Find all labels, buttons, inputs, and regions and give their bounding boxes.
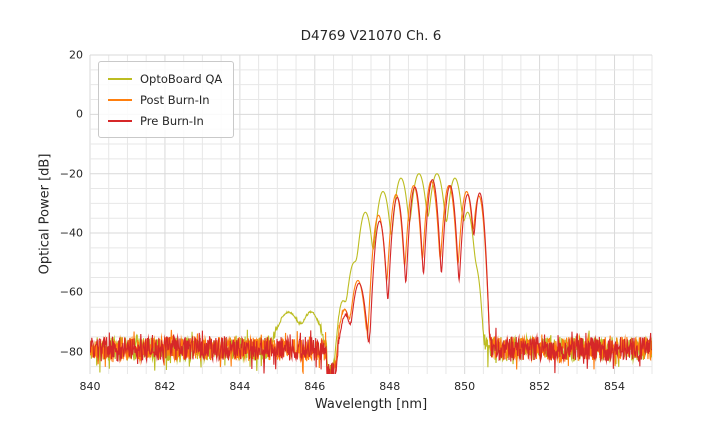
y-tick-label: 0 <box>76 107 83 121</box>
x-tick-label: 854 <box>604 380 626 393</box>
y-tick-label: −20 <box>59 167 83 181</box>
y-tick-label: −40 <box>59 226 83 240</box>
y-tick-label: −80 <box>59 345 83 359</box>
legend-item: Post Burn-In <box>108 89 222 110</box>
legend-line-swatch <box>108 119 132 122</box>
x-tick-label: 844 <box>229 380 251 393</box>
y-tick-label: −60 <box>59 285 83 299</box>
legend: OptoBoard QA Post Burn-In Pre Burn-In <box>98 61 235 138</box>
legend-line-swatch <box>108 77 132 80</box>
x-tick-label: 846 <box>304 380 326 393</box>
legend-label: OptoBoard QA <box>140 71 223 86</box>
x-axis-label: Wavelength [nm] <box>314 397 428 412</box>
x-tick-label: 842 <box>154 380 176 393</box>
y-axis-label: Optical Power [dB] <box>37 153 53 275</box>
chart-title: D4769 V21070 Ch. 6 <box>300 28 442 44</box>
legend-label: Pre Burn-In <box>140 113 204 128</box>
y-tick-label: 20 <box>69 48 83 62</box>
legend-item: Pre Burn-In <box>108 110 222 131</box>
legend-line-swatch <box>108 98 132 101</box>
legend-label: Post Burn-In <box>140 92 210 107</box>
x-tick-label: 852 <box>529 380 551 393</box>
legend-item: OptoBoard QA <box>108 68 222 89</box>
x-tick-label: 840 <box>79 380 101 393</box>
x-tick-label: 848 <box>379 380 401 393</box>
x-tick-label: 850 <box>454 380 476 393</box>
